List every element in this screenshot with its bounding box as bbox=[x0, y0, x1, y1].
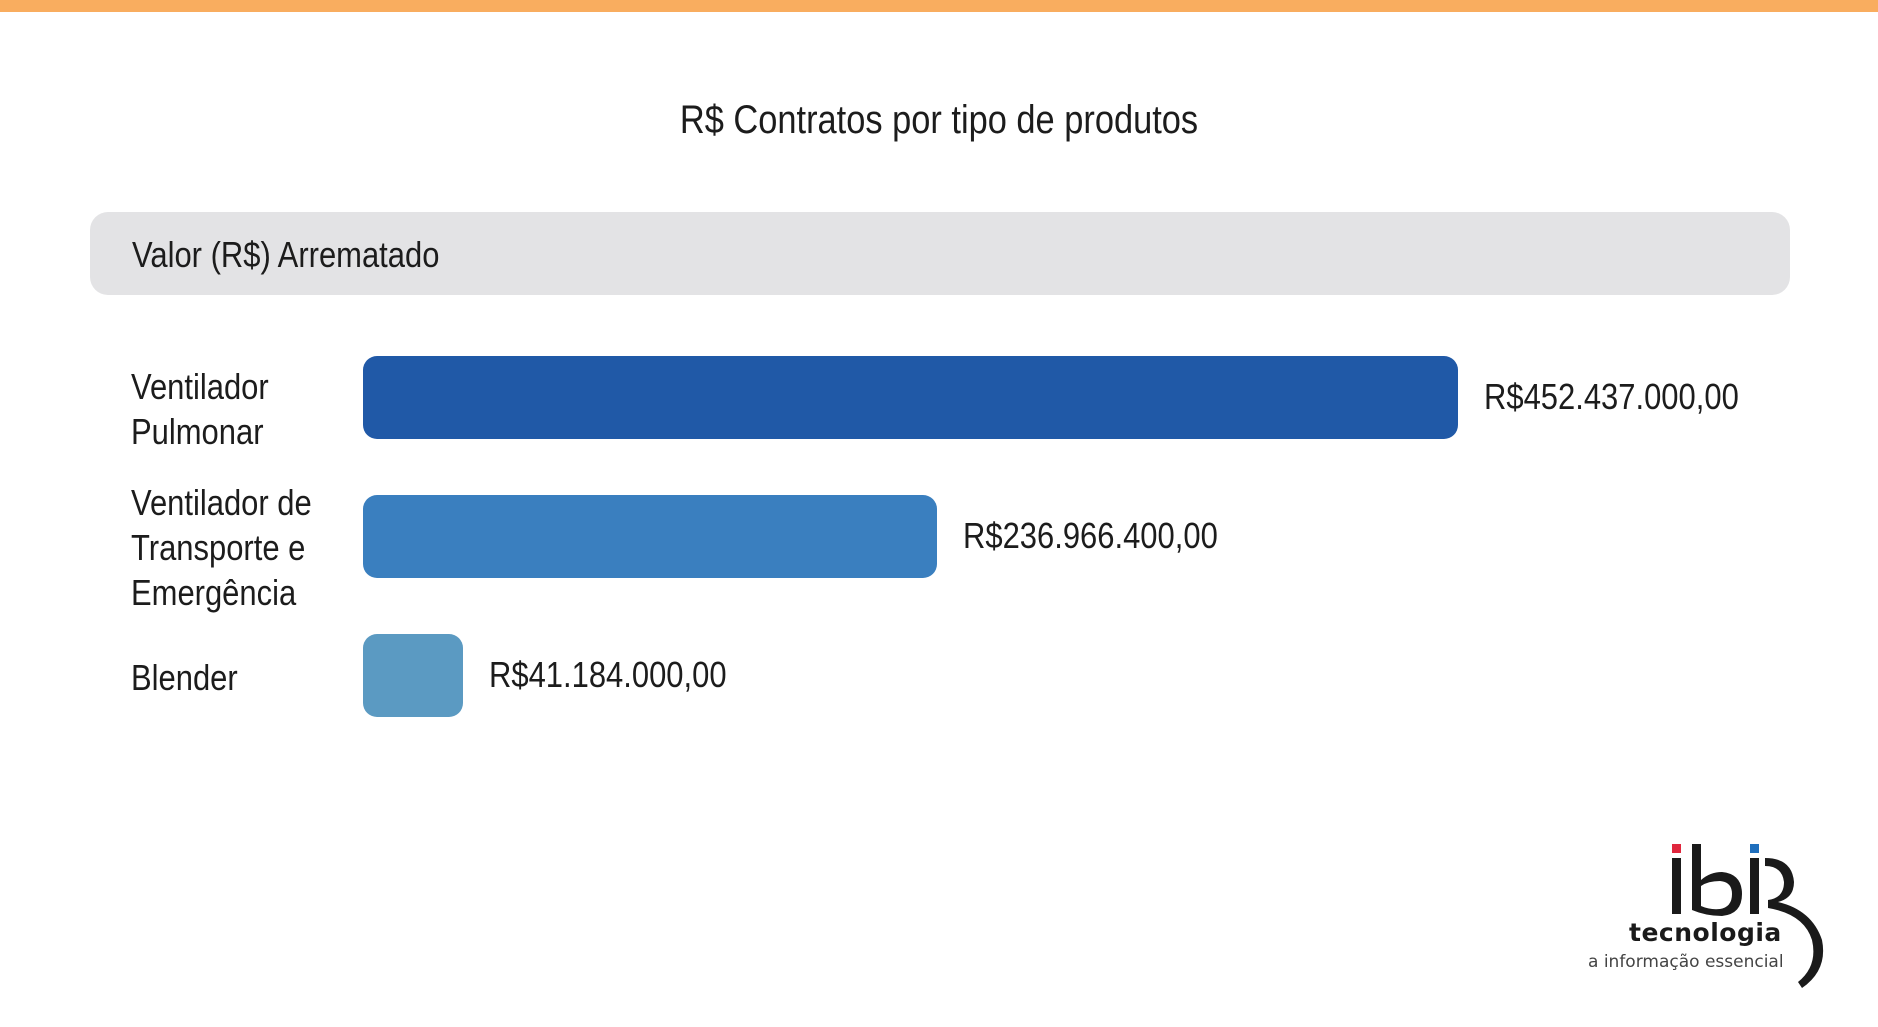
logo-blue-dot bbox=[1750, 844, 1759, 853]
ibr-logo-mark bbox=[1672, 844, 1824, 988]
category-label: Ventilador de Transporte e Emergência bbox=[131, 482, 312, 613]
logo-letter-b bbox=[1692, 844, 1742, 916]
series-header-band: Valor (R$) Arrematado bbox=[90, 212, 1790, 295]
logo-letter-i2 bbox=[1750, 858, 1759, 914]
category-label: Ventilador Pulmonar bbox=[131, 366, 269, 452]
bar bbox=[363, 356, 1458, 439]
category-label: Blender bbox=[131, 657, 238, 698]
bar-value-label: R$41.184.000,00 bbox=[489, 654, 727, 695]
logo-letter-r bbox=[1765, 858, 1824, 988]
company-logo: tecnologia a informação essencial bbox=[1580, 840, 1840, 1000]
chart-title: R$ Contratos por tipo de produtos bbox=[679, 98, 1199, 142]
logo-letter-i bbox=[1672, 858, 1681, 914]
bar-value-label: R$236.966.400,00 bbox=[963, 515, 1218, 556]
logo-wordmark: tecnologia bbox=[1629, 918, 1782, 947]
logo-tagline: a informação essencial bbox=[1588, 952, 1784, 972]
bar bbox=[363, 634, 463, 717]
bar bbox=[363, 495, 937, 578]
series-header-label: Valor (R$) Arrematado bbox=[132, 234, 440, 275]
top-accent-bar bbox=[0, 0, 1878, 12]
logo-red-dot bbox=[1672, 844, 1681, 853]
bar-value-label: R$452.437.000,00 bbox=[1484, 376, 1739, 417]
